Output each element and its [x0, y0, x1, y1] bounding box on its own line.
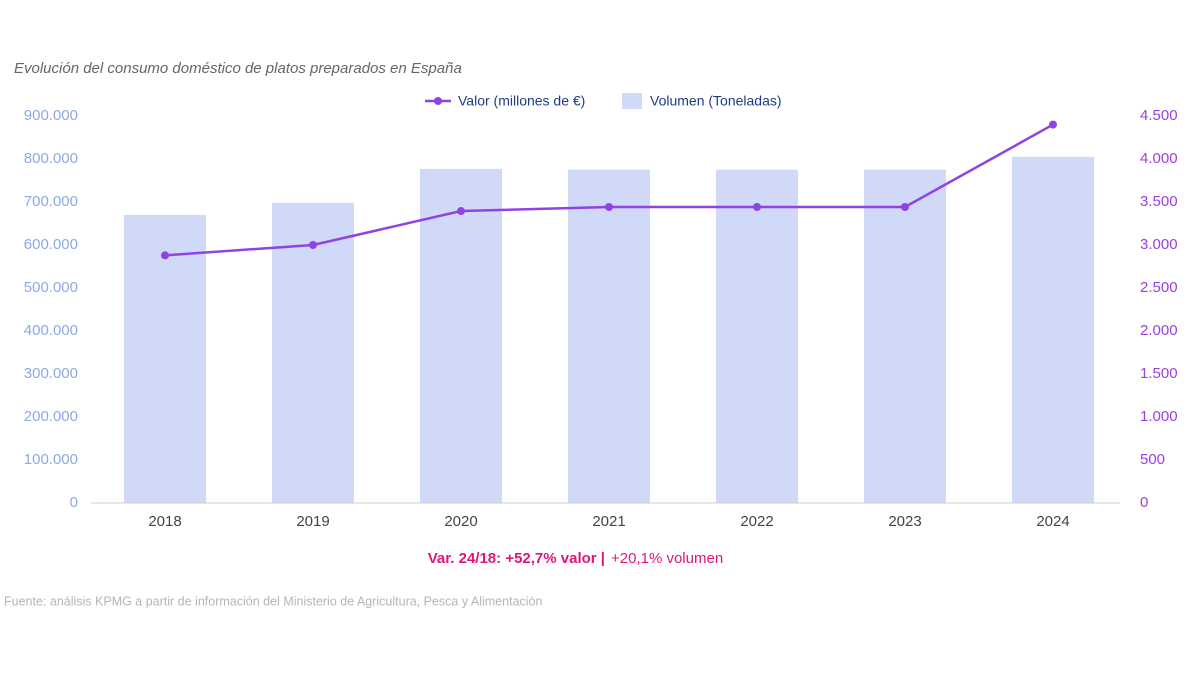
annotation: Var. 24/18: +52,7% valor | [428, 550, 605, 567]
bar [864, 169, 946, 503]
bar [124, 214, 206, 503]
legend-label: Valor (millones de €) [458, 93, 585, 109]
legend-label: Volumen (Toneladas) [650, 93, 782, 109]
y2-tick-label: 4.500 [1140, 107, 1178, 124]
y-tick-label: 200.000 [24, 408, 78, 425]
y-tick-label: 800.000 [24, 150, 78, 167]
legend-marker [434, 97, 442, 105]
y-tick-label: 500.000 [24, 279, 78, 296]
x-tick-label: 2023 [888, 513, 921, 530]
y2-tick-label: 2.000 [1140, 322, 1178, 339]
y-tick-label: 300.000 [24, 365, 78, 382]
line-point [309, 241, 317, 249]
bar [716, 169, 798, 503]
y-tick-label: 700.000 [24, 193, 78, 210]
legend-swatch [622, 93, 642, 109]
bar [568, 169, 650, 503]
y2-tick-label: 4.000 [1140, 150, 1178, 167]
line-point [1049, 120, 1057, 129]
x-tick-label: 2021 [592, 513, 625, 530]
annotation: +20,1% volumen [611, 550, 723, 567]
line-point [901, 202, 909, 211]
bar [1012, 156, 1094, 503]
bar [420, 168, 502, 503]
y2-tick-label: 2.500 [1140, 279, 1178, 296]
y2-tick-label: 3.000 [1140, 236, 1178, 253]
line-point [161, 251, 169, 260]
line-point [605, 202, 613, 211]
y-tick-label: 400.000 [24, 322, 78, 339]
y-tick-label: 0 [70, 494, 78, 511]
y-tick-label: 900.000 [24, 107, 78, 124]
source: Fuente: análisis KPMG a partir de inform… [4, 594, 542, 608]
line-point [457, 207, 465, 216]
x-tick-label: 2020 [444, 513, 477, 530]
y-tick-label: 100.000 [24, 451, 78, 468]
y2-tick-label: 1.500 [1140, 365, 1178, 382]
chart-title: Evolución del consumo doméstico de plato… [14, 60, 462, 77]
y2-tick-label: 3.500 [1140, 193, 1178, 210]
y2-tick-label: 500 [1140, 451, 1165, 468]
y2-tick-label: 0 [1140, 494, 1148, 511]
x-tick-label: 2018 [148, 513, 181, 530]
x-tick-label: 2022 [740, 513, 773, 530]
y2-tick-label: 1.000 [1140, 408, 1178, 425]
x-tick-label: 2024 [1036, 513, 1069, 530]
y-tick-label: 600.000 [24, 236, 78, 253]
bar [272, 202, 354, 504]
line-point [753, 202, 761, 211]
x-tick-label: 2019 [296, 513, 329, 530]
